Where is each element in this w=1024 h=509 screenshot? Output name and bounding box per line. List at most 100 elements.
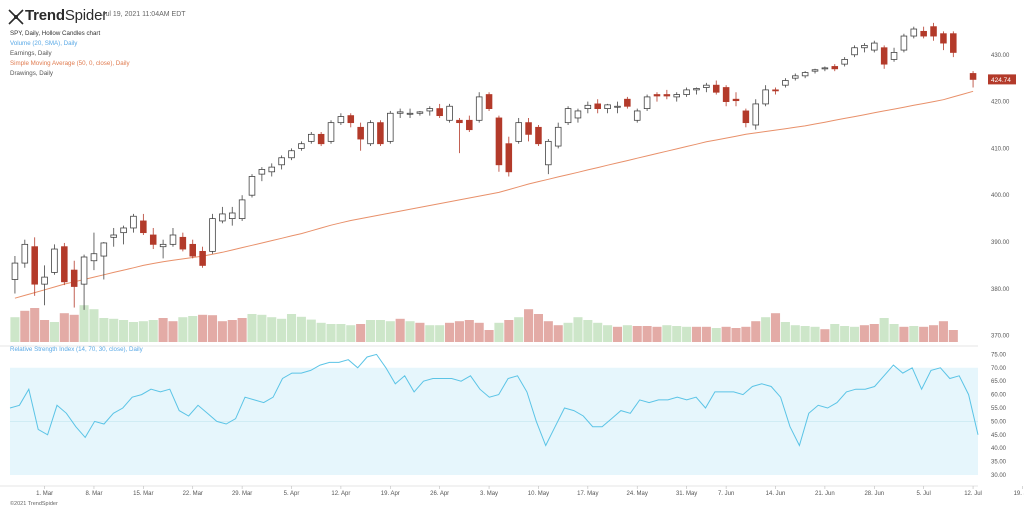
candle-body[interactable] <box>792 75 799 79</box>
candle-body[interactable] <box>732 98 740 102</box>
candle-body[interactable] <box>149 234 157 245</box>
candle-body[interactable] <box>564 108 572 124</box>
candle-body[interactable] <box>525 122 532 135</box>
candle-body[interactable] <box>179 236 187 250</box>
candle-body[interactable] <box>782 80 789 86</box>
candle-body[interactable] <box>377 122 384 145</box>
candle-body[interactable] <box>347 115 355 124</box>
candle-body[interactable] <box>554 126 562 147</box>
candle-body[interactable] <box>584 104 592 110</box>
candle-body[interactable] <box>436 108 443 117</box>
candle-body[interactable] <box>189 243 196 257</box>
candle-body[interactable] <box>159 243 167 248</box>
candle-body[interactable] <box>485 94 493 110</box>
rsi-line[interactable] <box>9 353 979 447</box>
sma-line[interactable] <box>14 90 974 299</box>
candle-body[interactable] <box>653 94 661 97</box>
candle-body[interactable] <box>367 122 374 145</box>
candle-body[interactable] <box>950 33 957 53</box>
candle-body[interactable] <box>219 213 226 222</box>
candle-body[interactable] <box>683 89 690 95</box>
candle-body[interactable] <box>752 103 760 126</box>
candle-body[interactable] <box>861 45 868 49</box>
candle-body[interactable] <box>466 119 473 131</box>
candle-body[interactable] <box>663 94 671 97</box>
candle-body[interactable] <box>643 96 651 110</box>
candle-body[interactable] <box>308 133 315 142</box>
candle-body[interactable] <box>238 199 246 220</box>
candle-body[interactable] <box>228 212 236 220</box>
candle-body[interactable] <box>80 256 88 285</box>
candle-body[interactable] <box>31 246 38 285</box>
candle-body[interactable] <box>258 169 266 175</box>
candle-body[interactable] <box>624 98 631 107</box>
candle-body[interactable] <box>268 166 276 173</box>
candle-body[interactable] <box>574 110 582 119</box>
candle-body[interactable] <box>298 143 305 149</box>
candle-body[interactable] <box>742 110 750 124</box>
candle-body[interactable] <box>880 47 888 65</box>
candle-body[interactable] <box>495 117 503 166</box>
candle-body[interactable] <box>930 26 937 37</box>
candle-body[interactable] <box>841 59 848 65</box>
candle-body[interactable] <box>387 112 394 142</box>
candle-body[interactable] <box>821 67 829 70</box>
legend-drawings[interactable]: Drawings, Daily <box>10 70 53 77</box>
candle-body[interactable] <box>209 218 216 252</box>
candle-body[interactable] <box>288 150 295 159</box>
candle-body[interactable] <box>535 126 542 145</box>
candle-body[interactable] <box>801 72 809 77</box>
candle-body[interactable] <box>851 47 858 56</box>
legend-volume[interactable]: Volume (20, SMA), Daily <box>10 40 78 47</box>
candle-body[interactable] <box>890 52 898 60</box>
candle-body[interactable] <box>396 111 404 114</box>
candle-body[interactable] <box>90 253 98 262</box>
candle-body[interactable] <box>317 133 325 145</box>
candle-body[interactable] <box>831 66 839 70</box>
candle-body[interactable] <box>545 140 552 166</box>
candle-body[interactable] <box>61 246 68 283</box>
candle-body[interactable] <box>199 250 206 266</box>
candle-body[interactable] <box>722 87 730 102</box>
candle-body[interactable] <box>416 111 424 114</box>
candle-body[interactable] <box>406 112 414 115</box>
candle-body[interactable] <box>910 28 918 37</box>
candle-body[interactable] <box>11 262 19 280</box>
candle-body[interactable] <box>169 234 177 245</box>
candle-body[interactable] <box>772 89 779 92</box>
candle-body[interactable] <box>969 73 977 80</box>
candle-body[interactable] <box>604 104 611 110</box>
candle-body[interactable] <box>21 243 29 264</box>
candle-body[interactable] <box>70 269 78 287</box>
candle-body[interactable] <box>426 108 434 112</box>
candle-body[interactable] <box>940 33 947 44</box>
candle-body[interactable] <box>811 69 819 72</box>
legend-sma[interactable]: Simple Moving Average (50, 0, close), Da… <box>10 60 130 67</box>
candle-body[interactable] <box>712 84 720 93</box>
candle-body[interactable] <box>100 242 108 257</box>
candle-body[interactable] <box>327 122 335 142</box>
candle-body[interactable] <box>505 143 513 173</box>
candle-body[interactable] <box>446 105 453 121</box>
candle-body[interactable] <box>673 94 680 98</box>
candle-body[interactable] <box>515 122 522 142</box>
candle-body[interactable] <box>51 248 58 273</box>
candle-body[interactable] <box>337 116 345 124</box>
candle-body[interactable] <box>248 176 256 196</box>
candle-body[interactable] <box>900 35 908 51</box>
candle-body[interactable] <box>475 96 483 121</box>
candle-body[interactable] <box>594 103 601 110</box>
candle-body[interactable] <box>693 88 700 91</box>
candle-body[interactable] <box>278 157 285 166</box>
candle-body[interactable] <box>140 220 147 234</box>
candle-body[interactable] <box>120 227 127 234</box>
legend-chart-title[interactable]: SPY, Daily, Hollow Candles chart <box>10 30 101 37</box>
candle-body[interactable] <box>110 234 117 238</box>
candle-body[interactable] <box>871 42 878 51</box>
legend-earnings[interactable]: Earnings, Daily <box>10 50 52 57</box>
candle-body[interactable] <box>41 276 48 285</box>
candle-body[interactable] <box>614 105 621 108</box>
candle-body[interactable] <box>633 110 641 121</box>
candle-body[interactable] <box>456 119 463 124</box>
